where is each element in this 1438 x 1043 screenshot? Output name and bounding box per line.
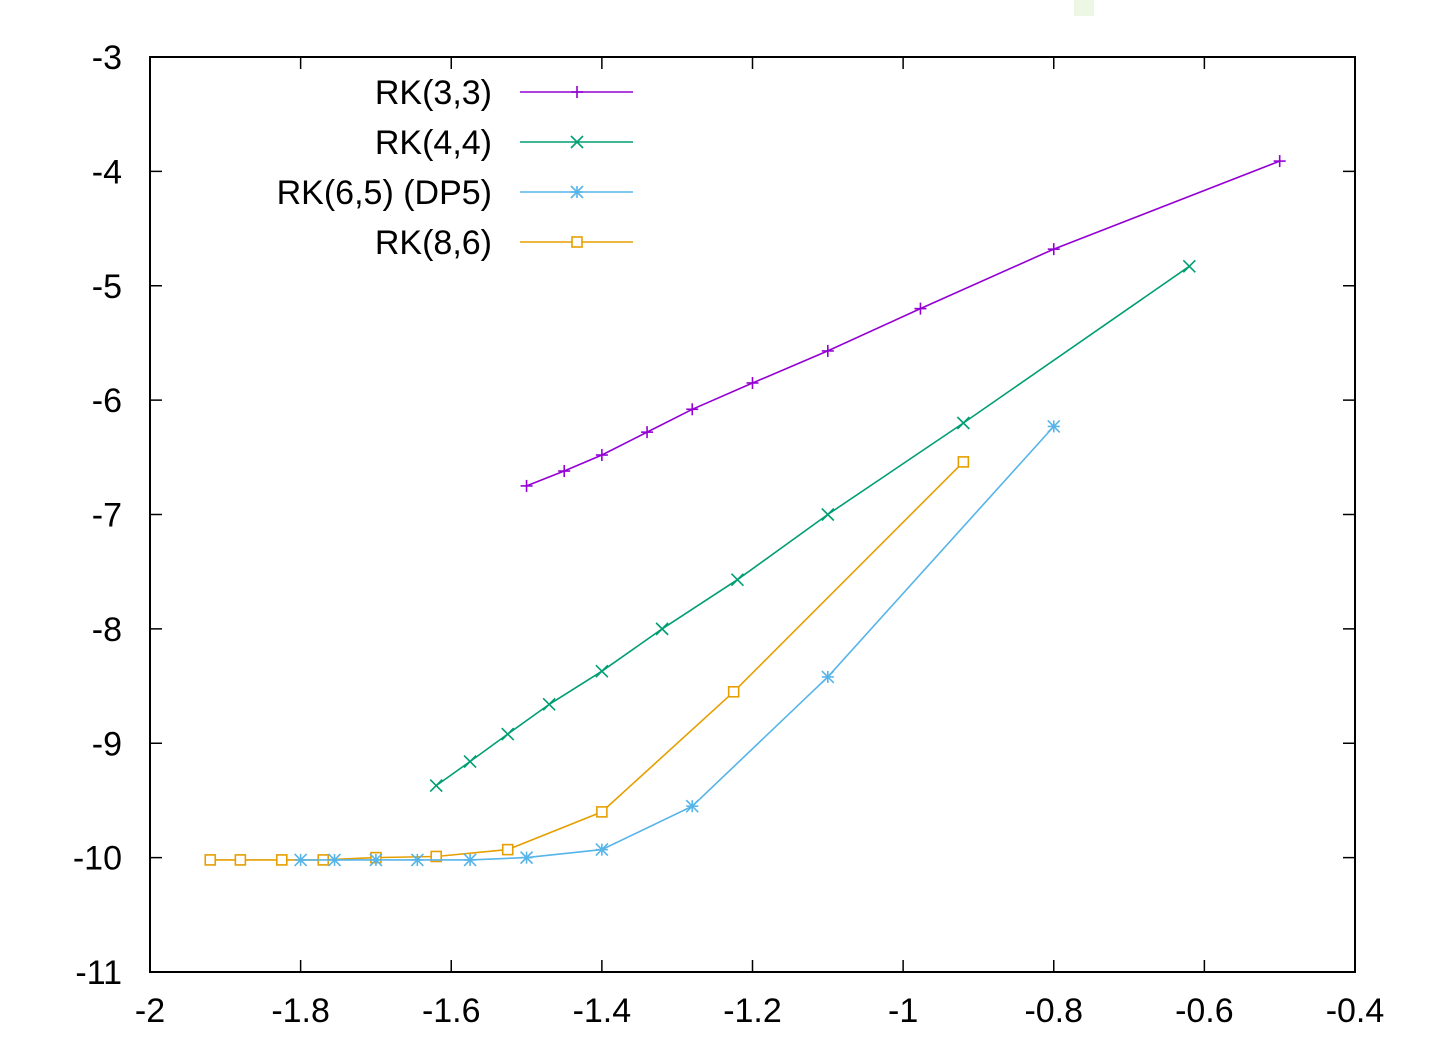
- y-tick-label: -7: [92, 497, 122, 535]
- data-point: [595, 843, 609, 857]
- data-point: [730, 573, 745, 587]
- series-line: [300, 425, 1055, 861]
- data-point: [914, 302, 927, 315]
- y-tick-label: -9: [92, 725, 122, 763]
- legend-label: RK(4,4): [375, 124, 492, 162]
- data-point: [821, 670, 835, 684]
- x-tick-label: -1.2: [723, 992, 782, 1030]
- x-tick-label: -0.8: [1024, 992, 1083, 1030]
- data-point: [410, 853, 424, 867]
- y-tick-label: -11: [75, 954, 122, 992]
- data-point: [1047, 243, 1060, 256]
- data-point: [501, 843, 514, 856]
- data-point: [463, 853, 477, 867]
- y-tick-labels: -3 -4 -5 -6 -7 -8 -9 -10 -11: [73, 39, 122, 992]
- series-layer: [204, 155, 1286, 867]
- y-tick-label: -3: [92, 39, 122, 77]
- legend: RK(3,3) RK(4,4) RK(6,5) (DP5) RK(8,6): [277, 74, 633, 262]
- data-point: [655, 622, 669, 636]
- data-point: [595, 664, 609, 678]
- series-line: [526, 160, 1280, 487]
- legend-marker: [570, 135, 584, 149]
- data-point: [596, 806, 608, 818]
- data-point: [501, 727, 515, 741]
- data-point: [519, 851, 534, 865]
- x-tick-label: -1.4: [573, 992, 632, 1030]
- x-tick-label: -1: [888, 992, 918, 1030]
- axis-ticks: [149, 56, 1356, 973]
- legend-label: RK(3,3): [375, 74, 492, 112]
- data-point: [595, 449, 608, 462]
- series-0: [520, 155, 1286, 492]
- data-point: [727, 685, 740, 698]
- data-point: [821, 507, 835, 522]
- data-point: [1047, 419, 1061, 433]
- data-point: [956, 416, 970, 430]
- data-point: [429, 779, 443, 793]
- x-tick-label: -0.6: [1175, 992, 1234, 1030]
- data-point: [957, 456, 970, 468]
- x-tick-label: -1.6: [422, 992, 481, 1030]
- data-point: [275, 854, 288, 866]
- data-point: [746, 376, 759, 389]
- legend-marker: [570, 185, 584, 199]
- legend-entry: RK(4,4): [375, 124, 633, 162]
- x-tick-label: -2: [135, 992, 165, 1030]
- data-point: [294, 853, 308, 867]
- legend-marker: [571, 236, 583, 248]
- x-tick-label: -1.8: [271, 992, 330, 1030]
- y-tick-label: -6: [92, 382, 122, 420]
- data-point: [542, 697, 556, 711]
- data-point: [204, 854, 217, 866]
- series-line: [210, 461, 964, 861]
- legend-marker: [571, 86, 583, 98]
- data-point: [641, 426, 654, 439]
- data-point: [520, 479, 533, 492]
- series-2: [294, 419, 1061, 867]
- series-1: [429, 259, 1196, 793]
- y-tick-label: -10: [73, 840, 122, 878]
- x-tick-labels: -2 -1.8 -1.6 -1.4 -1.2 -1 -0.8 -0.6 -0.4: [135, 992, 1384, 1030]
- legend-entry: RK(3,3): [375, 74, 633, 112]
- y-tick-label: -4: [92, 153, 122, 191]
- legend-label: RK(8,6): [375, 224, 492, 262]
- decorative-corner-strip: [1074, 0, 1094, 16]
- data-point: [234, 854, 247, 866]
- data-point: [685, 799, 699, 813]
- data-point: [821, 344, 834, 357]
- series-3: [204, 456, 970, 866]
- x-tick-label: -0.4: [1326, 992, 1385, 1030]
- data-point: [686, 403, 699, 416]
- data-point: [463, 754, 477, 769]
- y-tick-label: -8: [92, 611, 122, 649]
- legend-entry: RK(6,5) (DP5): [277, 174, 633, 212]
- data-point: [1182, 259, 1196, 273]
- data-point: [430, 850, 442, 863]
- y-tick-label: -5: [92, 268, 122, 306]
- data-point: [369, 853, 383, 867]
- data-point: [1273, 155, 1286, 168]
- series-line: [435, 265, 1190, 787]
- legend-label: RK(6,5) (DP5): [277, 174, 492, 212]
- data-point: [327, 853, 342, 867]
- data-point: [558, 465, 571, 478]
- legend-entry: RK(8,6): [375, 224, 633, 262]
